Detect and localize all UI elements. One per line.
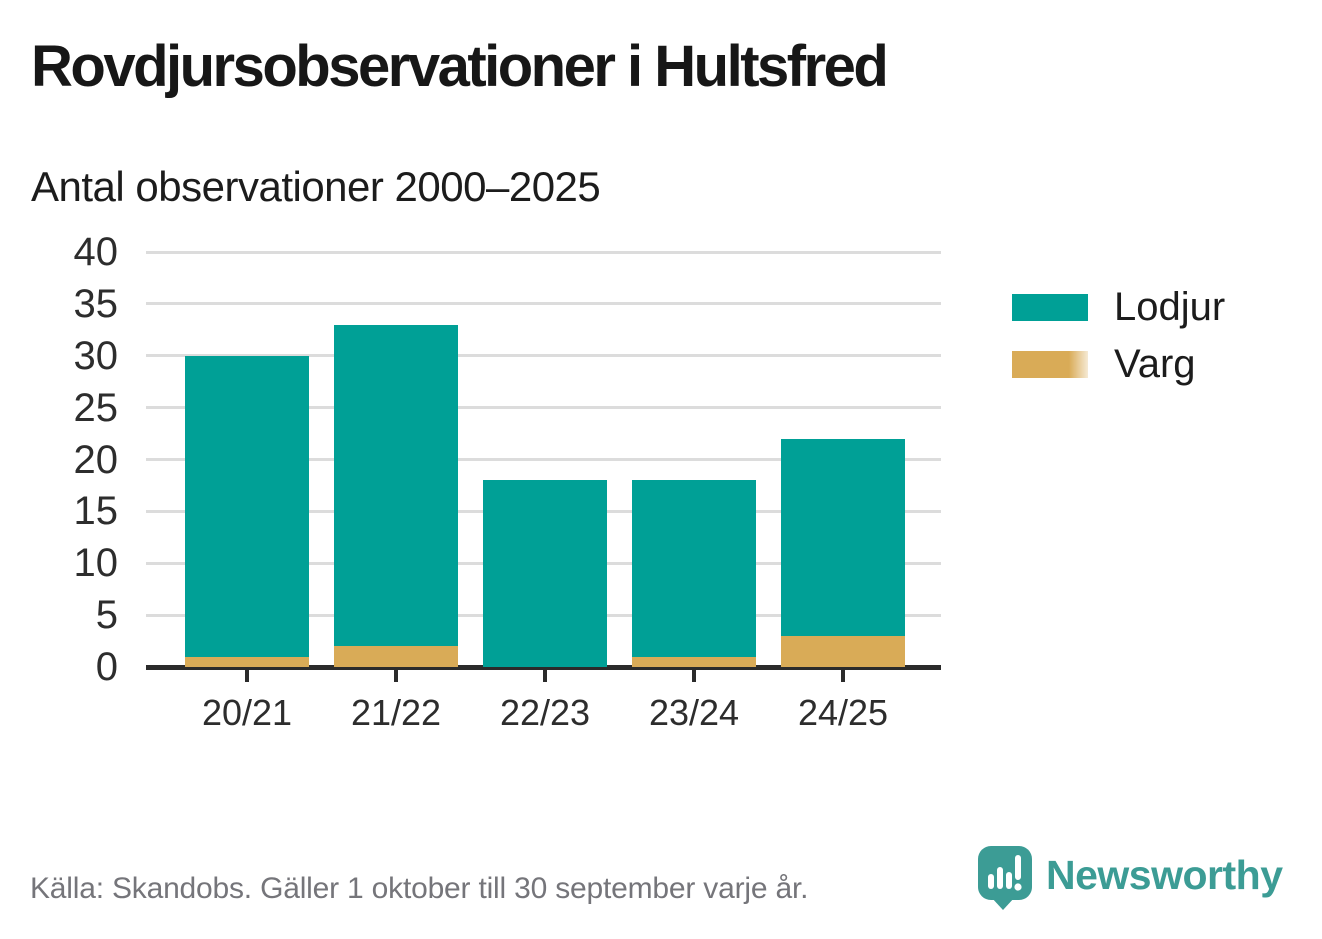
y-tick-label-35: 35 [73, 281, 119, 326]
x-tick-23/24 [692, 669, 696, 682]
gridline-35 [146, 302, 941, 306]
bar-segment-lodjur-24/25 [781, 438, 905, 636]
y-tick-label-10: 10 [73, 541, 119, 586]
legend: Lodjur Varg [1012, 285, 1225, 408]
bar-24/25 [781, 252, 905, 667]
plot-area: 20/21 21/22 22/23 23/24 24/25 [146, 250, 941, 733]
bar-23/24 [632, 252, 756, 667]
legend-swatch-lodjur [1012, 294, 1088, 321]
chart-subtitle: Antal observationer 2000–2025 [31, 163, 601, 210]
x-tick-label-24/25: 24/25 [797, 692, 889, 733]
x-tick-label-21/22: 21/22 [350, 692, 442, 733]
newsworthy-wordmark: Newsworthy [1046, 852, 1283, 898]
legend-item-varg: Varg [1012, 342, 1225, 386]
bar-22/23 [483, 252, 607, 667]
legend-item-lodjur: Lodjur [1012, 285, 1225, 329]
x-tick-21/22 [394, 669, 398, 682]
y-axis: 0 5 10 15 20 25 30 35 40 [30, 230, 119, 689]
y-tick-label-40: 40 [73, 230, 119, 274]
x-tick-label-20/21: 20/21 [201, 692, 293, 733]
source-note: Källa: Skandobs. Gäller 1 oktober till 3… [30, 872, 809, 905]
legend-label-lodjur: Lodjur [1114, 285, 1226, 329]
legend-swatch-varg [1012, 351, 1088, 378]
gridline-20 [146, 458, 941, 461]
y-tick-label-0: 0 [95, 645, 118, 689]
gridline-40 [146, 250, 941, 254]
legend-label-varg: Varg [1114, 342, 1196, 386]
y-tick-label-20: 20 [73, 437, 119, 482]
bar-21/22 [334, 252, 458, 667]
x-tick-label-22/23: 22/23 [499, 692, 591, 733]
y-tick-label-25: 25 [73, 385, 119, 430]
newsworthy-logo: Newsworthy [978, 846, 1283, 910]
x-tick-22/23 [543, 669, 547, 682]
bar-segment-varg-24/25 [781, 635, 905, 667]
gridline-25 [146, 406, 941, 410]
x-tick-20/21 [245, 669, 249, 682]
bar-segment-lodjur-22/23 [483, 480, 607, 667]
y-tick-label-5: 5 [95, 593, 118, 638]
x-tick-label-23/24: 23/24 [648, 692, 740, 733]
gridline-30 [146, 354, 941, 358]
bar-segment-varg-20/21 [185, 656, 309, 667]
newsworthy-bubble-icon [978, 846, 1032, 910]
bar-segment-varg-21/22 [334, 646, 458, 667]
chart-title: Rovdjursobservationer i Hultsfred [31, 34, 889, 99]
bar-segment-lodjur-21/22 [334, 324, 458, 647]
bar-20/21 [185, 252, 309, 667]
x-tick-24/25 [841, 669, 845, 682]
x-axis-line [146, 665, 941, 670]
bar-segment-varg-23/24 [632, 656, 756, 667]
bar-segment-lodjur-20/21 [185, 355, 309, 657]
bar-segment-lodjur-23/24 [632, 480, 756, 657]
y-tick-label-15: 15 [73, 489, 119, 534]
y-tick-label-30: 30 [73, 333, 119, 378]
